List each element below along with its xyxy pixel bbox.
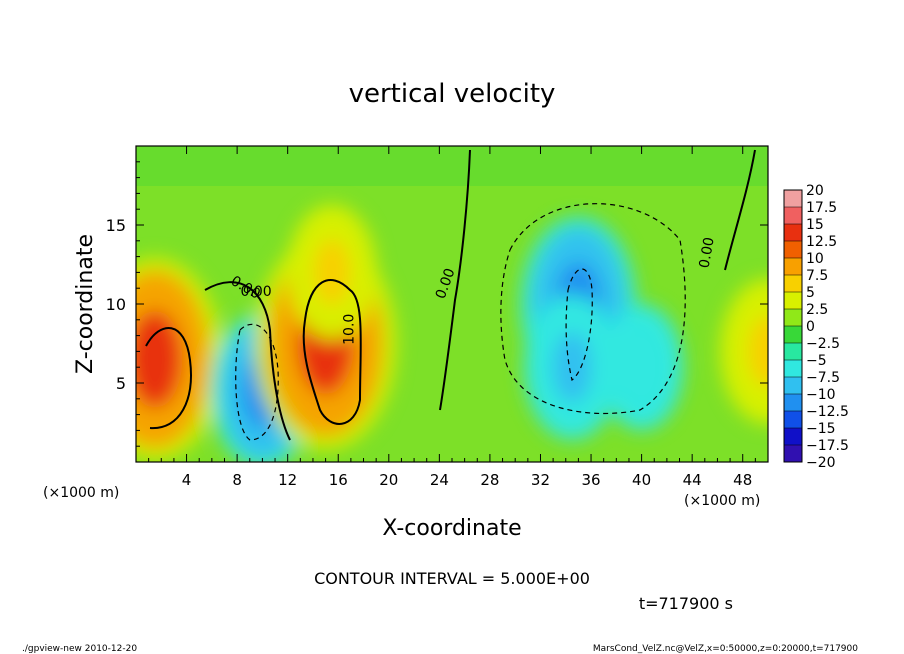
colorbar-label: 2.5 xyxy=(806,302,828,318)
colorbar-segment xyxy=(784,326,802,343)
x-tick-label: 24 xyxy=(430,471,449,489)
contour-line-negative-core xyxy=(565,268,593,382)
colorbar-segment xyxy=(784,377,802,394)
contour-line-negative-right xyxy=(500,203,686,415)
contour-line-negative-left xyxy=(235,323,279,441)
footer-right-text: MarsCond_VelZ.nc@VelZ,x=0:50000,z=0:2000… xyxy=(593,644,858,654)
time-text: t=717900 s xyxy=(639,594,733,613)
colorbar-segment xyxy=(784,207,802,224)
heatmap-blob-core xyxy=(624,336,659,398)
colorbar-label: −5 xyxy=(806,353,827,369)
colorbar-label: 7.5 xyxy=(806,268,828,284)
colorbar-segment xyxy=(784,428,802,445)
colorbar-label: 15 xyxy=(806,217,824,233)
x-tick-label: 16 xyxy=(329,471,348,489)
x-axis-label: X-coordinate xyxy=(382,516,521,541)
heatmap-blob-core xyxy=(136,310,183,409)
colorbar-segment xyxy=(784,394,802,411)
contour-label: 0.00 xyxy=(240,284,271,300)
y-tick-label: 5 xyxy=(116,374,126,393)
colorbar-label: −10 xyxy=(806,387,836,403)
field-top-band xyxy=(136,146,768,186)
contour-line-ten xyxy=(302,279,362,425)
colorbar-label: −12.5 xyxy=(806,404,849,420)
x-unit-right: (×1000 m) xyxy=(684,493,760,509)
x-tick-label: 40 xyxy=(632,471,651,489)
x-tick-label: 48 xyxy=(733,471,752,489)
colorbar-label: −15 xyxy=(806,421,836,437)
x-tick-label: 28 xyxy=(480,471,499,489)
colorbar-segment xyxy=(784,224,802,241)
colorbar-label: 5 xyxy=(806,285,815,301)
colorbar-label: 0 xyxy=(806,319,815,335)
chart-title: vertical velocity xyxy=(349,79,556,109)
colorbar-segment xyxy=(784,309,802,326)
heatmap-blob-core xyxy=(552,332,592,403)
colorbar-segment xyxy=(784,292,802,309)
colorbar-segment xyxy=(784,445,802,462)
heatmap-blob-core xyxy=(313,239,351,306)
colorbar-label: −2.5 xyxy=(806,336,840,352)
contour-interval-text: CONTOUR INTERVAL = 5.000E+00 xyxy=(314,569,590,588)
colorbar-label: 10 xyxy=(806,251,824,267)
footer-left-text: ./gpview-new 2010-12-20 xyxy=(22,644,137,654)
x-tick-label: 4 xyxy=(182,471,192,489)
contour-line-zero-2 xyxy=(439,149,471,411)
contour-line-positive-left xyxy=(145,327,192,430)
colorbar-segment xyxy=(784,275,802,292)
colorbar-label: −7.5 xyxy=(806,370,840,386)
colorbar-label: 12.5 xyxy=(806,234,837,250)
colorbar: 2017.51512.5107.552.50−2.5−5−7.5−10−12.5… xyxy=(783,183,849,471)
x-tick-label: 36 xyxy=(581,471,600,489)
contour-label: 0.00 xyxy=(697,236,718,269)
colorbar-segment xyxy=(784,411,802,428)
negative-contour-lines xyxy=(235,203,686,441)
y-tick-label: 15 xyxy=(106,216,126,235)
colorbar-segment xyxy=(784,190,802,207)
x-unit-left: (×1000 m) xyxy=(43,485,119,501)
x-tick-label: 44 xyxy=(683,471,702,489)
x-tick-label: 12 xyxy=(278,471,297,489)
colorbar-segment xyxy=(784,360,802,377)
contour-label: 10.0 xyxy=(341,314,357,345)
x-tick-label: 20 xyxy=(379,471,398,489)
heatmap-blob-core xyxy=(748,316,768,387)
contour-line-zero-3 xyxy=(724,149,756,271)
y-axis-label: Z-coordinate xyxy=(73,234,98,374)
colorbar-label: −20 xyxy=(806,455,836,471)
colorbar-label: 20 xyxy=(806,183,824,199)
x-tick-label: 32 xyxy=(531,471,550,489)
colorbar-segment xyxy=(784,343,802,360)
contour-line-zero-1 xyxy=(204,281,291,441)
y-tick-label: 10 xyxy=(106,295,126,314)
colorbar-label: 17.5 xyxy=(806,200,837,216)
colorbar-label: −17.5 xyxy=(806,438,849,454)
colorbar-segment xyxy=(784,241,802,258)
x-tick-label: 8 xyxy=(232,471,242,489)
colorbar-segment xyxy=(784,258,802,275)
zero-contour-lines xyxy=(145,149,756,441)
